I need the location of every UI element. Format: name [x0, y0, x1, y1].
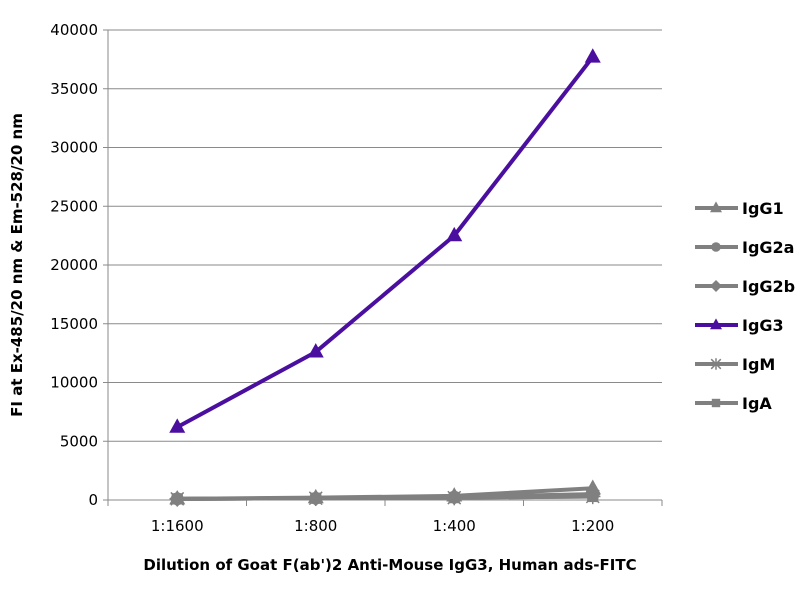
marker-square [310, 492, 322, 504]
marker-square [711, 398, 721, 408]
marker-square [587, 490, 599, 503]
y-tick-label: 20000 [50, 256, 98, 274]
legend-item-IgG1: IgG1 [695, 199, 784, 218]
marker-square [171, 493, 183, 505]
gridlines [108, 29, 662, 442]
marker-triangle [710, 318, 722, 330]
legend-label: IgM [742, 355, 775, 374]
y-tick-label: 25000 [50, 197, 98, 215]
legend-item-IgG2a: IgG2a [695, 238, 794, 257]
y-axis-title: FI at Ex-485/20 nm & Em-528/20 nm [8, 113, 26, 417]
legend-item-IgA: IgA [695, 394, 772, 413]
legend-label: IgG3 [742, 316, 784, 335]
marker-triangle [307, 343, 324, 358]
legend-label: IgG2b [742, 277, 795, 296]
marker-diamond [710, 280, 722, 292]
y-tick-label: 30000 [50, 139, 98, 157]
y-tick-label: 35000 [50, 80, 98, 98]
axes: 0 5000 10000 15000 20000 25000 30000 35000 40000… [50, 21, 663, 535]
y-tick-label: 40000 [50, 21, 98, 39]
x-tick-label: 1:800 [294, 517, 337, 535]
marker-star [710, 358, 722, 370]
legend-item-IgM: IgM [695, 355, 775, 374]
marker-circle [711, 242, 721, 252]
x-tick-label: 1:400 [433, 517, 476, 535]
legend: IgG1 IgG2a IgG2b IgG3 IgM IgA [695, 199, 795, 413]
y-tick-label: 5000 [60, 432, 98, 450]
legend-item-IgG2b: IgG2b [695, 277, 795, 296]
series-IgG3 [169, 48, 601, 433]
series-line [177, 494, 593, 501]
x-tick-label: 1:200 [571, 517, 614, 535]
marker-square [448, 492, 460, 504]
marker-triangle [446, 226, 463, 242]
legend-label: IgG1 [742, 199, 784, 218]
x-axis-title: Dilution of Goat F(ab')2 Anti-Mouse IgG3… [143, 556, 636, 574]
series-lines [169, 48, 601, 507]
series-line [176, 55, 595, 429]
y-tick-label: 10000 [50, 374, 98, 392]
x-tick-label: 1:1600 [151, 517, 204, 535]
y-tick-label: 15000 [50, 315, 98, 333]
marker-triangle [169, 418, 186, 433]
series-IgA [171, 490, 599, 505]
marker-triangle [710, 201, 722, 213]
legend-label: IgG2a [742, 238, 794, 257]
legend-label: IgA [742, 394, 772, 413]
y-tick-label: 0 [88, 491, 98, 509]
marker-triangle [584, 48, 601, 63]
legend-item-IgG3: IgG3 [695, 316, 784, 335]
